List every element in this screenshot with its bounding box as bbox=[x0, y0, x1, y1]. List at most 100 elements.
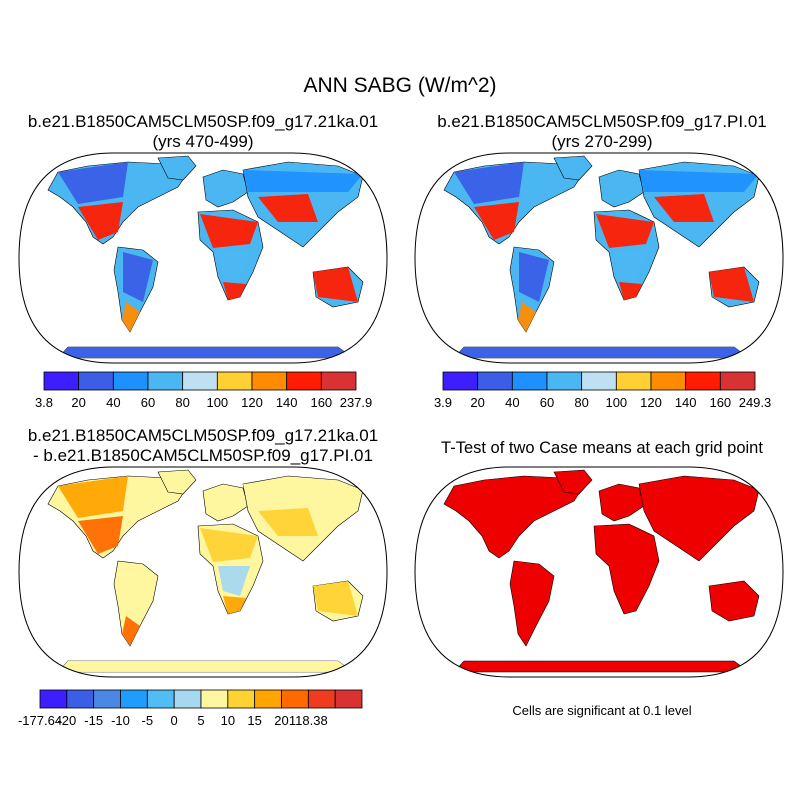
case1-map bbox=[18, 152, 388, 364]
land-greenland bbox=[157, 155, 197, 181]
case1-name: b.e21.B1850CAM5CLM50SP.f09_g17.21ka.01 bbox=[27, 112, 379, 131]
colorbar-box bbox=[39, 689, 68, 709]
field-zone bbox=[58, 347, 353, 358]
map-border bbox=[18, 152, 388, 364]
case2-title: b.e21.B1850CAM5CLM50SP.f09_g17.PI.01 (yr… bbox=[404, 112, 800, 152]
colorbar-box bbox=[719, 371, 756, 391]
field-zone bbox=[123, 252, 153, 302]
colorbar-label: -10 bbox=[111, 713, 130, 728]
field-zone bbox=[454, 162, 524, 204]
land-europe bbox=[598, 483, 645, 522]
colorbar-label: 20 bbox=[470, 395, 484, 410]
colorbar-box bbox=[146, 689, 175, 709]
field-zone bbox=[58, 661, 353, 672]
colorbar-label: 5 bbox=[197, 713, 204, 728]
colorbar-box bbox=[66, 689, 95, 709]
colorbar-label: 20 bbox=[71, 395, 85, 410]
land-europe bbox=[202, 169, 249, 208]
colorbar-label: 40 bbox=[106, 395, 120, 410]
diff-case-b: - b.e21.B1850CAM5CLM50SP.f09_g17.PI.01 bbox=[33, 446, 373, 465]
ttest-map bbox=[414, 466, 784, 678]
colorbar-box bbox=[442, 371, 479, 391]
colorbar-label: 60 bbox=[540, 395, 554, 410]
colorbar-label: 140 bbox=[675, 395, 697, 410]
colorbar-label: -15 bbox=[84, 713, 103, 728]
field-zone bbox=[258, 194, 318, 222]
colorbar-box bbox=[477, 371, 513, 391]
field-zone bbox=[654, 194, 714, 222]
field-zone bbox=[122, 616, 140, 646]
colorbar-label: 118.38 bbox=[289, 713, 328, 728]
colorbar-label: 40 bbox=[505, 395, 519, 410]
land-antarctica bbox=[453, 660, 750, 673]
field-zone bbox=[313, 581, 358, 616]
colorbar-label: 60 bbox=[141, 395, 155, 410]
field-zone bbox=[474, 202, 519, 240]
diff-colorbar: -177.64-20 -15 -10 -5 0 5 10 15 20 118.38 bbox=[18, 689, 363, 728]
colorbar-box bbox=[546, 371, 583, 391]
colorbar-label: 237.9 bbox=[340, 395, 373, 410]
land-asia bbox=[638, 475, 760, 562]
map-border bbox=[414, 466, 784, 678]
field-zone bbox=[200, 214, 258, 248]
colorbar-label: 15 bbox=[247, 713, 261, 728]
colorbar-label: 0 bbox=[171, 713, 178, 728]
colorbar-box bbox=[334, 689, 363, 709]
colorbar-label: 100 bbox=[605, 395, 627, 410]
diff-case-a: b.e21.B1850CAM5CLM50SP.f09_g17.21ka.01 bbox=[27, 426, 379, 445]
case2-years: (yrs 270-299) bbox=[551, 132, 653, 151]
field-zone bbox=[218, 252, 250, 282]
case2-map bbox=[414, 152, 784, 364]
land-africa bbox=[593, 523, 660, 615]
case2-name: b.e21.B1850CAM5CLM50SP.f09_g17.PI.01 bbox=[437, 112, 767, 131]
colorbar-label: 120 bbox=[241, 395, 263, 410]
colorbar-label: 3.8 bbox=[35, 395, 53, 410]
field-zone bbox=[519, 252, 549, 302]
land-europe bbox=[598, 169, 645, 208]
colorbar-label: 100 bbox=[206, 395, 228, 410]
colorbar-label: -177.64 bbox=[18, 713, 62, 728]
field-zone bbox=[639, 170, 759, 192]
case2-colorbar: 3.9 20 40 60 80 100 120 140 160 249.3 bbox=[434, 371, 772, 410]
field-zone bbox=[619, 282, 642, 300]
diff-map bbox=[18, 466, 388, 678]
field-zone bbox=[78, 516, 123, 554]
figure-title: ANN SABG (W/m^2) bbox=[303, 74, 497, 97]
case1-title: b.e21.B1850CAM5CLM50SP.f09_g17.21ka.01 (… bbox=[8, 112, 398, 152]
land-europe bbox=[202, 483, 249, 522]
colorbar-box bbox=[320, 371, 357, 391]
colorbar-box bbox=[615, 371, 652, 391]
field-zone bbox=[243, 170, 363, 192]
colorbar-label: 80 bbox=[175, 395, 189, 410]
colorbar-label: 120 bbox=[640, 395, 662, 410]
field-zone bbox=[709, 267, 754, 302]
field-zone bbox=[200, 528, 258, 562]
map-border bbox=[18, 466, 388, 678]
colorbar-box bbox=[120, 689, 148, 709]
colorbar-label: -5 bbox=[142, 713, 154, 728]
colorbar-box bbox=[307, 689, 336, 709]
field-zone bbox=[223, 596, 246, 614]
field-zone bbox=[614, 252, 646, 282]
case1-colorbar: 3.8 20 40 60 80 100 120 140 160 237.9 bbox=[35, 371, 373, 410]
land-greenland bbox=[157, 469, 197, 495]
field-zone bbox=[78, 202, 123, 240]
ttest-title: T-Test of two Case means at each grid po… bbox=[441, 439, 763, 457]
field-zone bbox=[454, 347, 749, 358]
colorbar-box bbox=[254, 689, 282, 709]
land-north-america bbox=[443, 475, 585, 559]
land-south-america bbox=[509, 560, 555, 647]
colorbar-label: 160 bbox=[709, 395, 731, 410]
colorbar-label: 249.3 bbox=[739, 395, 772, 410]
land-australia bbox=[708, 580, 760, 622]
map-border bbox=[414, 152, 784, 364]
colorbar-box bbox=[200, 689, 229, 709]
field-zone bbox=[123, 566, 153, 616]
land-greenland bbox=[553, 155, 593, 181]
colorbar-box bbox=[511, 371, 548, 391]
field-zone bbox=[258, 508, 318, 536]
colorbar-box bbox=[93, 689, 121, 709]
field-zone bbox=[313, 267, 358, 302]
field-zone bbox=[243, 484, 363, 506]
